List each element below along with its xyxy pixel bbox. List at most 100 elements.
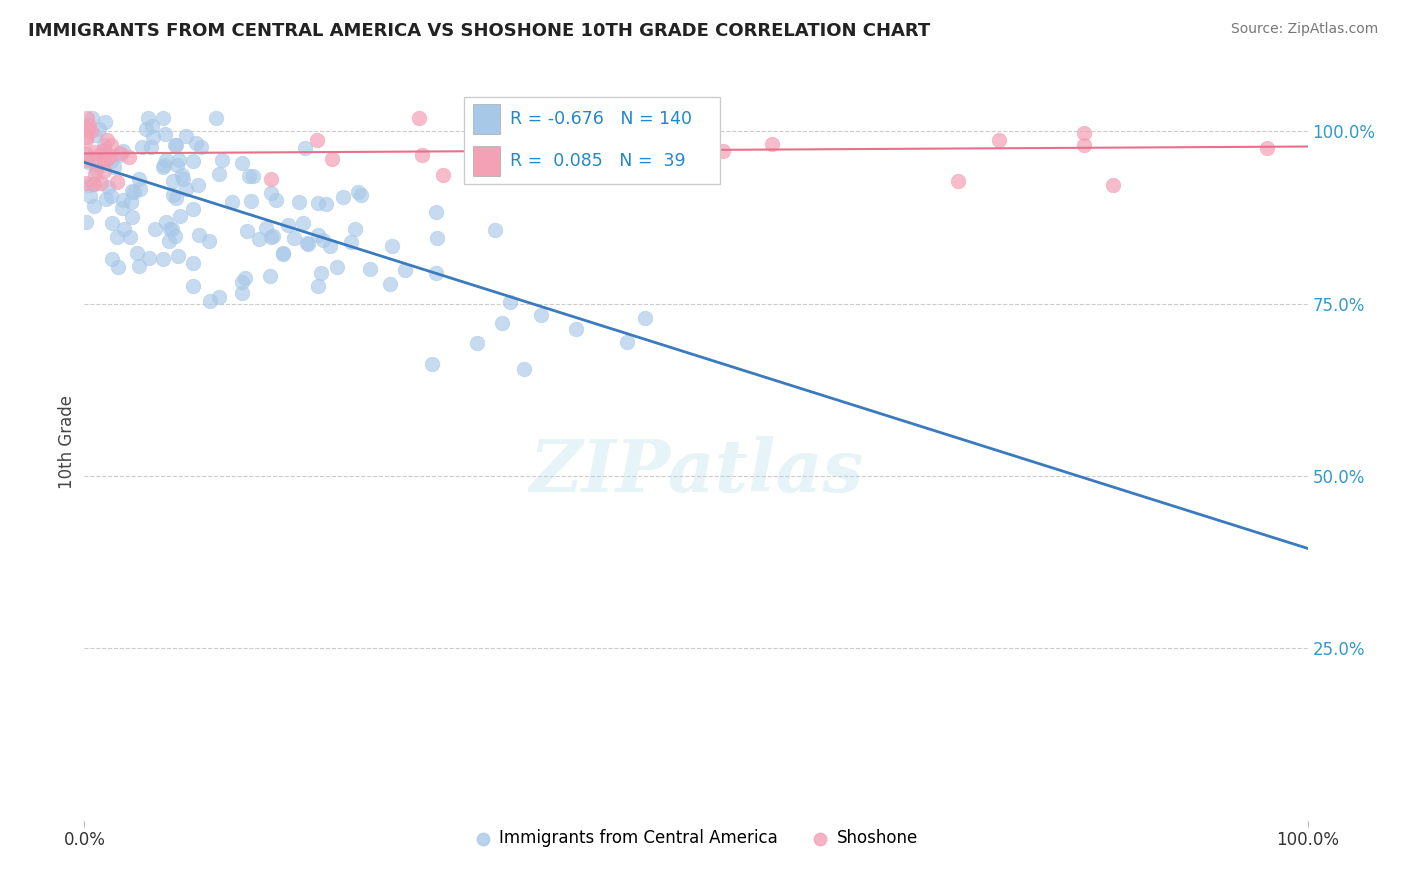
Point (260, 172, 283, 186)
Point (94, 115, 117, 129)
Point (187, 178, 209, 192)
Point (96, 133, 118, 147)
Point (77, 155, 100, 169)
Point (343, 221, 366, 235)
Point (105, 175, 128, 189)
Point (125, 246, 148, 260)
FancyBboxPatch shape (474, 104, 501, 135)
Point (167, 249, 190, 263)
Point (187, 227, 209, 242)
Point (93, 153, 115, 167)
Point (107, 260, 129, 275)
Point (141, 140, 163, 154)
Point (122, 185, 145, 199)
Point (319, 239, 342, 253)
Point (174, 128, 197, 143)
Point (271, 246, 294, 260)
Point (142, 129, 165, 144)
Point (309, 266, 332, 280)
Point (165, 137, 187, 152)
Point (312, 233, 335, 247)
Point (208, 290, 231, 304)
Point (76, 122, 98, 136)
Point (530, 308, 553, 322)
Text: Source: ZipAtlas.com: Source: ZipAtlas.com (1230, 22, 1378, 37)
Point (231, 286, 253, 301)
Point (160, 222, 183, 236)
Point (110, 145, 132, 160)
Point (111, 193, 134, 207)
Point (616, 335, 638, 350)
Point (75, 133, 97, 147)
Point (153, 158, 176, 172)
Point (288, 194, 311, 209)
Point (84, 167, 107, 181)
Point (152, 111, 174, 125)
Point (231, 275, 253, 289)
Point (87, 122, 110, 136)
Point (305, 133, 328, 147)
Point (513, 362, 536, 376)
Point (499, 295, 522, 310)
Point (176, 182, 198, 196)
Point (100, 153, 122, 168)
Point (166, 157, 188, 171)
FancyBboxPatch shape (464, 96, 720, 184)
Point (79, 123, 101, 137)
Point (394, 263, 416, 277)
Point (181, 154, 204, 169)
Point (121, 184, 143, 198)
Point (163, 137, 186, 152)
Point (75, 215, 97, 229)
Point (484, 223, 506, 237)
Text: R = -0.676   N = 140: R = -0.676 N = 140 (510, 111, 692, 128)
Point (155, 153, 177, 167)
Point (181, 279, 204, 293)
Point (1102, 178, 1125, 193)
Text: ZIPatlas: ZIPatlas (529, 436, 863, 508)
Point (112, 222, 135, 236)
Point (987, 132, 1010, 146)
Point (84, 156, 107, 170)
Point (83, 199, 105, 213)
Point (170, 168, 193, 182)
Point (98, 149, 121, 163)
Point (208, 167, 231, 181)
Point (211, 153, 233, 168)
Point (108, 148, 131, 162)
Point (118, 150, 141, 164)
Point (75, 147, 97, 161)
Point (84, 145, 107, 159)
Point (111, 144, 134, 158)
Point (94, 192, 117, 206)
Point (75, 153, 97, 167)
Point (128, 182, 150, 196)
Point (93, 143, 115, 157)
Point (83, 128, 105, 142)
Point (432, 169, 454, 183)
Point (138, 251, 160, 265)
Point (264, 193, 287, 207)
Point (381, 238, 404, 252)
Y-axis label: 10th Grade: 10th Grade (58, 394, 76, 489)
Point (75, 130, 97, 145)
Point (143, 222, 166, 236)
Point (307, 279, 329, 293)
Point (83, 178, 105, 192)
Point (350, 187, 373, 202)
Point (295, 236, 318, 251)
Point (332, 190, 354, 204)
Point (411, 148, 433, 162)
Point (121, 210, 143, 224)
Point (135, 122, 157, 136)
Point (90, 176, 112, 190)
Point (242, 169, 264, 184)
Point (326, 260, 349, 275)
Point (172, 172, 194, 186)
Point (238, 169, 260, 184)
Point (163, 229, 186, 244)
Text: IMMIGRANTS FROM CENTRAL AMERICA VS SHOSHONE 10TH GRADE CORRELATION CHART: IMMIGRANTS FROM CENTRAL AMERICA VS SHOSH… (28, 22, 931, 40)
Point (100, 216, 122, 230)
Point (260, 186, 283, 200)
Point (283, 231, 305, 245)
